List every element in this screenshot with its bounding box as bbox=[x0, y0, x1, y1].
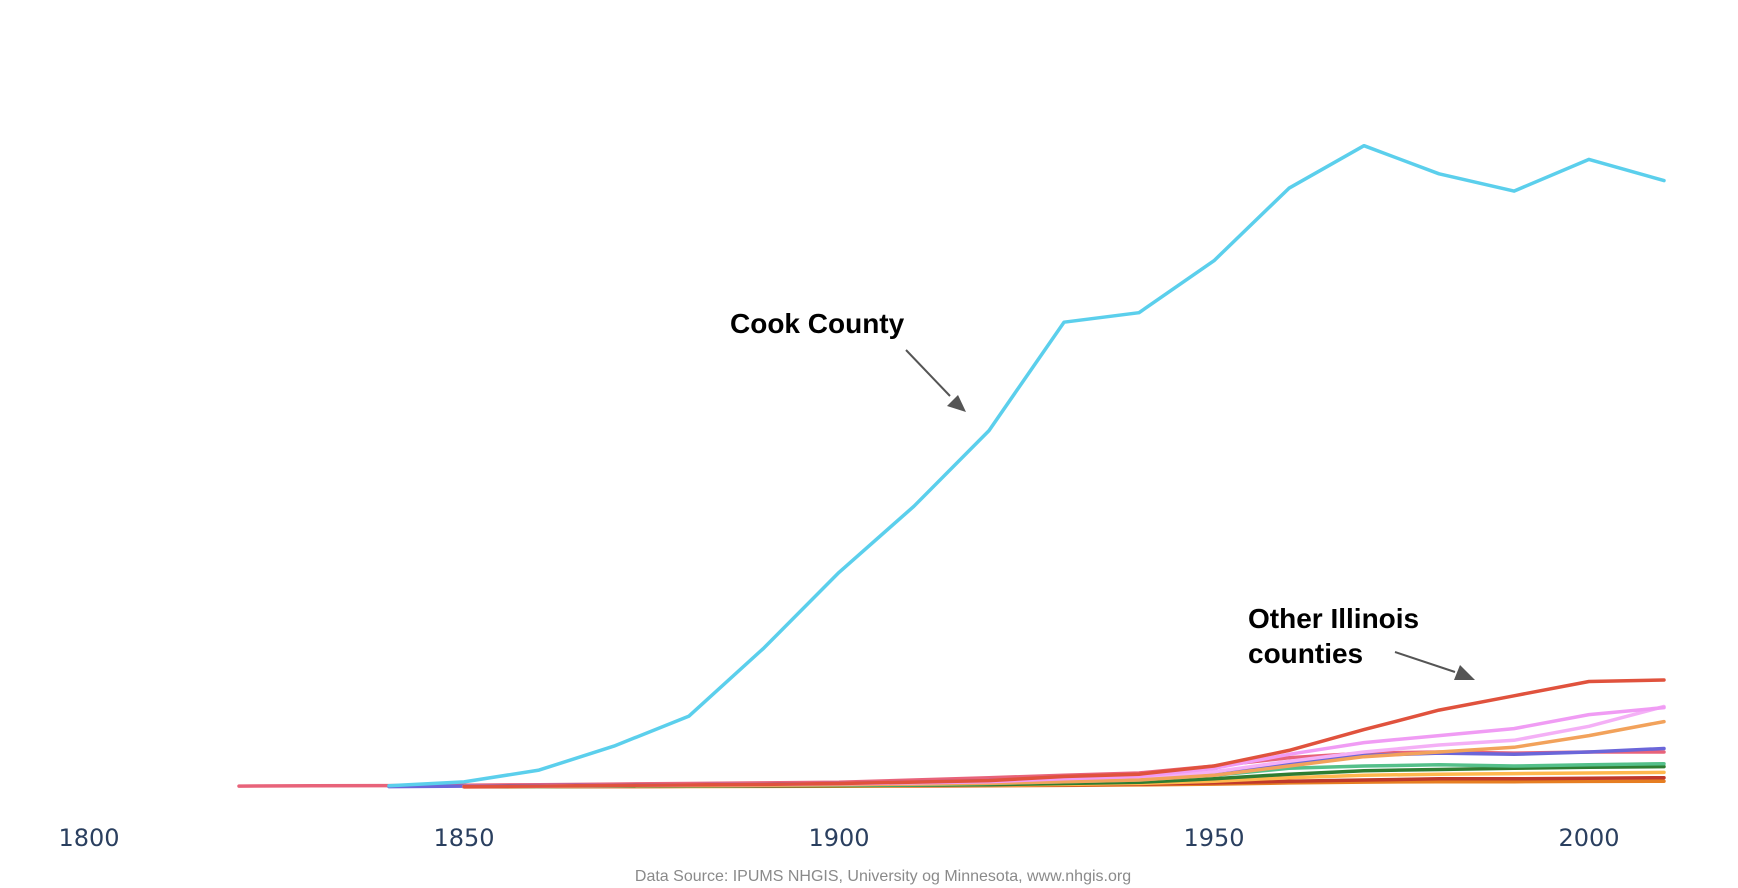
series-line-1 bbox=[462, 678, 1666, 789]
x-tick-label-1800: 1800 bbox=[58, 824, 119, 852]
annotation-cook-county-arrowhead bbox=[947, 395, 966, 412]
annotation-other-counties-label-line1: Other Illinois bbox=[1248, 603, 1419, 634]
annotation-other-counties: Other Illinois counties bbox=[1248, 603, 1475, 680]
x-tick-label-1950: 1950 bbox=[1183, 824, 1244, 852]
x-tick-label-1850: 1850 bbox=[433, 824, 494, 852]
x-tick-label-1900: 1900 bbox=[808, 824, 869, 852]
annotation-other-counties-arrow bbox=[1394, 651, 1456, 673]
data-source-note: Data Source: IPUMS NHGIS, University og … bbox=[635, 868, 1131, 885]
annotation-other-counties-label-line2: counties bbox=[1248, 638, 1363, 669]
x-axis: 1800 1850 1900 1950 2000 bbox=[58, 824, 1619, 852]
annotation-cook-county-arrow bbox=[905, 349, 951, 397]
series-layer bbox=[237, 143, 1666, 789]
x-tick-label-2000: 2000 bbox=[1558, 824, 1619, 852]
series-line-cook-county bbox=[387, 143, 1666, 788]
annotation-other-counties-arrowhead bbox=[1454, 665, 1475, 680]
annotation-cook-county: Cook County bbox=[730, 308, 966, 412]
annotation-cook-county-label: Cook County bbox=[730, 308, 905, 339]
